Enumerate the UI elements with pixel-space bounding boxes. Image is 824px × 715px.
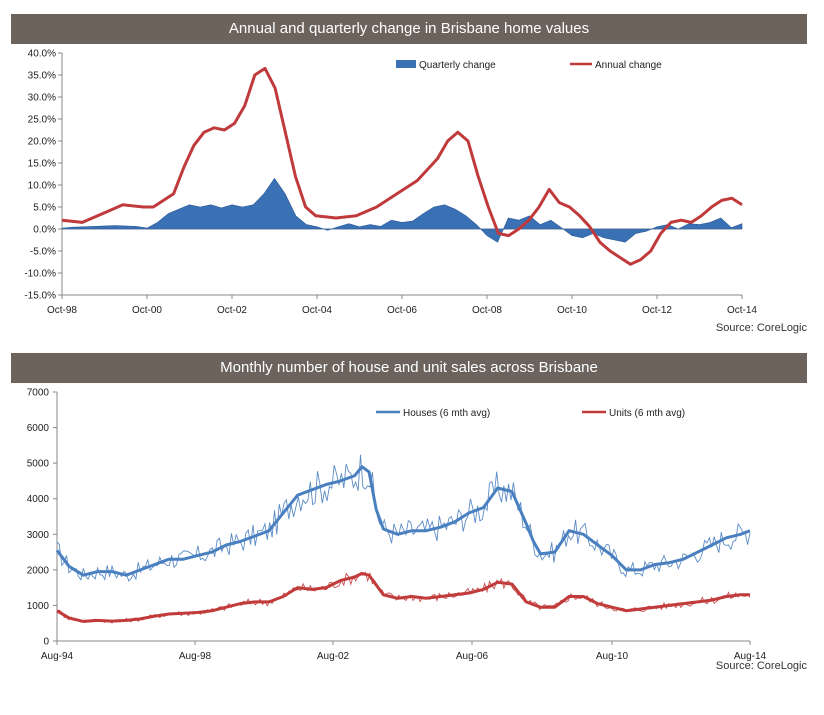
chart2-legend: Houses (6 mth avg) Units (6 mth avg) <box>376 408 685 419</box>
chart2-y-tick-label: 5000 <box>27 459 50 470</box>
chart1-y-tick-label: 15.0% <box>28 159 56 170</box>
chart2-source: Source: CoreLogic <box>715 660 807 672</box>
chart1-series-quarterly-area <box>61 177 743 243</box>
chart2-x-tick-label: Aug-14 <box>734 651 767 662</box>
chart2-x-tick-label: Aug-06 <box>456 651 489 662</box>
chart1-x-tick-label: Oct-06 <box>387 305 417 316</box>
chart2-x-tick-label: Aug-98 <box>179 651 212 662</box>
chart1-legend-quarterly-label: Quarterly change <box>419 60 496 71</box>
chart2-x-tick-label: Aug-10 <box>596 651 629 662</box>
chart1-x-tick-label: Oct-02 <box>217 305 247 316</box>
chart2-y-tick-label: 0 <box>43 637 49 648</box>
chart1-title-banner: Annual and quarterly change in Brisbane … <box>11 14 807 44</box>
chart2-y-tick-label: 2000 <box>27 565 50 576</box>
chart1-y-tick-label: 30.0% <box>28 93 56 104</box>
chart1-x-tick-label: Oct-98 <box>47 305 77 316</box>
chart1-y-tick-label: 35.0% <box>28 71 56 82</box>
chart1-y-tick-label: -10.0% <box>24 269 56 280</box>
chart1-series-annual-line <box>61 66 743 266</box>
chart1-legend-quarterly-swatch <box>396 60 416 68</box>
chart1-y-tick-label: 5.0% <box>33 203 56 214</box>
chart1-y-tick-label: 20.0% <box>28 137 56 148</box>
chart2-legend-houses-label: Houses (6 mth avg) <box>403 408 490 419</box>
chart1-y-tick-label: -15.0% <box>24 291 56 302</box>
chart2-y-tick-label: 1000 <box>27 601 50 612</box>
chart1-svg: 40.0% 35.0% 30.0% 25.0% 20.0% 15.0% 10.0% 5.0% 0… <box>24 49 757 317</box>
chart1-x-tick-label: Oct-14 <box>727 305 757 316</box>
chart2-title-banner: Monthly number of house and unit sales a… <box>11 353 807 383</box>
chart2-y-tick-label: 6000 <box>27 423 50 434</box>
chart1-x-tick-label: Oct-12 <box>642 305 672 316</box>
chart1-x-tick-label: Oct-10 <box>557 305 587 316</box>
chart2-y-tick-label: 4000 <box>27 494 50 505</box>
chart1-x-tick-label: Oct-00 <box>132 305 162 316</box>
chart1-x-tick-label: Oct-08 <box>472 305 502 316</box>
chart2-x-tick-label: Aug-02 <box>317 651 350 662</box>
chart1-y-tick-label: 10.0% <box>28 181 56 192</box>
chart1-x-tick-label: Oct-04 <box>302 305 332 316</box>
chart1-y-tick-label: 25.0% <box>28 115 56 126</box>
chart2-series-units-avg-line <box>56 571 750 623</box>
chart2-legend-units-label: Units (6 mth avg) <box>609 408 685 419</box>
chart1-source: Source: CoreLogic <box>715 322 807 334</box>
chart2-x-tick-label: Aug-94 <box>41 651 74 662</box>
chart1-y-tick-label: -5.0% <box>30 247 56 258</box>
chart1-y-tick-label: 40.0% <box>28 49 56 60</box>
chart2-y-tick-label: 7000 <box>27 388 50 399</box>
chart2-y-tick-label: 3000 <box>27 530 50 541</box>
chart1-legend-annual-label: Annual change <box>595 60 662 71</box>
chart1-legend: Quarterly change Annual change <box>396 60 662 71</box>
chart2-series-houses-avg-line <box>55 465 751 577</box>
chart1-y-tick-label: 0.0% <box>33 225 56 236</box>
